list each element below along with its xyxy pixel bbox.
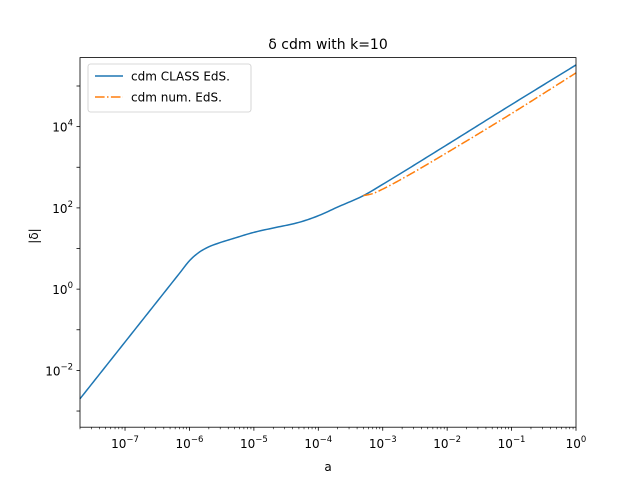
legend-label-1: cdm CLASS EdS. <box>131 70 230 84</box>
legend-label-2: cdm num. EdS. <box>131 91 222 105</box>
y-tick-label: 100 <box>52 281 73 297</box>
x-tick-label: 100 <box>566 435 587 451</box>
plot-frame <box>79 57 577 428</box>
y-tick-label: 104 <box>52 119 73 135</box>
x-tick-label: 10−7 <box>111 435 139 451</box>
series-line-2 <box>363 72 577 197</box>
legend: cdm CLASS EdS. cdm num. EdS. <box>87 63 252 113</box>
legend-box <box>87 63 252 113</box>
y-tick-label: 10−2 <box>45 362 73 378</box>
x-axis: 10−7 10−6 10−5 10−4 10−3 10−2 10−1 100 <box>79 427 587 451</box>
x-tick-label: 10−6 <box>176 435 204 451</box>
x-tick-label: 10−4 <box>304 435 332 451</box>
series-line-1 <box>79 64 577 400</box>
x-tick-label: 10−5 <box>240 435 268 451</box>
x-tick-label: 10−1 <box>498 435 526 451</box>
y-axis: 10−2 100 102 104 <box>45 85 80 412</box>
x-tick-label: 10−2 <box>433 435 461 451</box>
plot-area <box>79 64 577 400</box>
chart-title: δ cdm with k=10 <box>268 37 388 53</box>
x-tick-label: 10−3 <box>369 435 397 451</box>
x-axis-label: a <box>324 460 331 474</box>
y-axis-label: |δ| <box>27 228 41 243</box>
y-tick-label: 102 <box>52 200 73 216</box>
